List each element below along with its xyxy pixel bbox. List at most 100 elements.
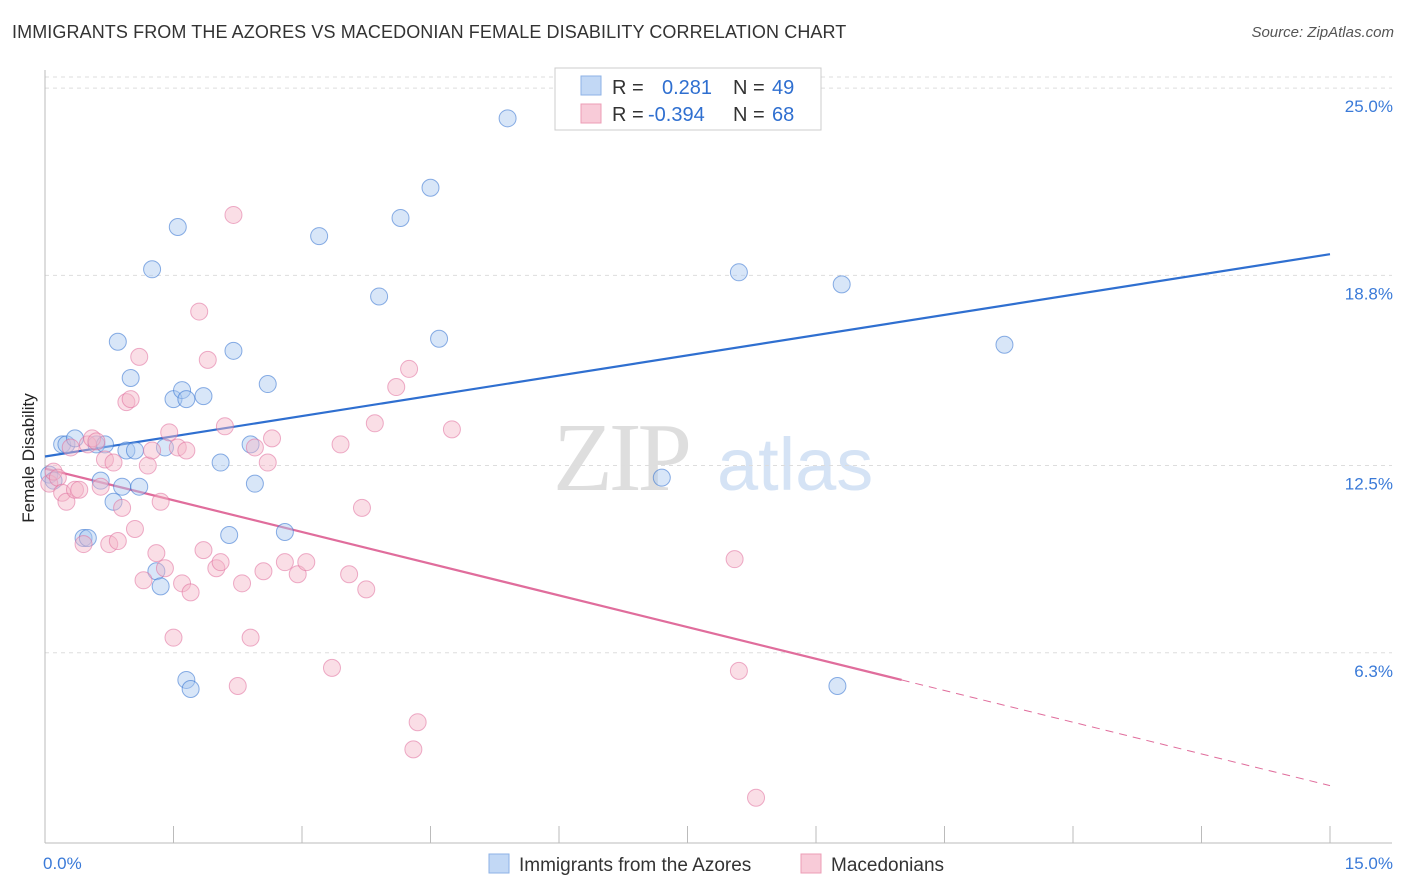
bottom-legend-swatch-azores xyxy=(488,853,510,874)
point-macedonians xyxy=(104,453,123,472)
point-macedonians xyxy=(275,553,294,572)
series-legend: Immigrants from the Azores Macedonians xyxy=(488,853,944,876)
legend-r-label-azores: R = xyxy=(612,77,644,99)
point-azores xyxy=(168,218,187,237)
point-azores xyxy=(211,453,230,472)
point-azores xyxy=(258,375,277,394)
x-tick-label-max: 15.0% xyxy=(1345,854,1393,873)
point-macedonians xyxy=(254,562,273,581)
point-macedonians xyxy=(215,417,234,436)
point-macedonians xyxy=(224,205,243,224)
point-azores xyxy=(421,178,440,197)
legend-n-label-macedonians: N = xyxy=(733,104,765,126)
point-macedonians xyxy=(357,580,376,599)
trend-line-macedonians xyxy=(44,467,902,682)
bottom-legend-label-azores: Immigrants from the Azores xyxy=(519,855,751,876)
point-macedonians xyxy=(725,550,744,569)
point-macedonians xyxy=(74,535,93,554)
point-azores xyxy=(125,441,144,460)
point-azores xyxy=(113,477,132,496)
bottom-legend-swatch-macedonians xyxy=(800,853,822,874)
point-azores xyxy=(275,522,294,541)
point-macedonians xyxy=(87,432,106,451)
point-macedonians xyxy=(130,347,149,366)
point-macedonians xyxy=(160,423,179,442)
watermark-zip: ZIP xyxy=(553,404,688,512)
legend-r-value-azores: 0.281 xyxy=(662,77,712,99)
point-macedonians xyxy=(65,480,84,499)
point-macedonians xyxy=(365,414,384,433)
trend-line-macedonians-extension xyxy=(901,679,1331,787)
data-points xyxy=(40,109,1014,807)
x-tick-labels: 0.0% 15.0% xyxy=(43,854,1393,873)
x-tick-label-min: 0.0% xyxy=(43,854,82,873)
point-macedonians xyxy=(164,628,183,647)
point-macedonians xyxy=(48,468,67,487)
point-macedonians xyxy=(245,438,264,457)
point-azores xyxy=(832,275,851,294)
trend-line-azores xyxy=(44,253,1331,458)
point-macedonians xyxy=(228,676,247,695)
point-macedonians xyxy=(340,565,359,584)
point-macedonians xyxy=(729,661,748,680)
point-macedonians xyxy=(134,571,153,590)
point-azores xyxy=(121,368,140,387)
point-macedonians xyxy=(138,456,157,475)
point-macedonians xyxy=(194,541,213,560)
point-azores xyxy=(91,471,110,490)
point-macedonians xyxy=(181,583,200,602)
point-azores xyxy=(74,529,93,548)
point-azores xyxy=(729,263,748,282)
y-tick-label: 18.8% xyxy=(1345,284,1393,303)
point-macedonians xyxy=(322,658,341,677)
legend-n-value-azores: 49 xyxy=(772,77,794,99)
point-azores xyxy=(391,208,410,227)
legend-swatch-macedonians xyxy=(580,103,602,124)
point-azores xyxy=(310,227,329,246)
point-azores xyxy=(224,341,243,360)
point-macedonians xyxy=(121,390,140,409)
stats-legend: R = 0.281 N = 49 R = -0.394 N = 68 xyxy=(554,67,822,131)
legend-swatch-azores xyxy=(580,75,602,96)
y-tick-label: 6.3% xyxy=(1354,662,1393,681)
point-macedonians xyxy=(297,553,316,572)
point-azores xyxy=(430,329,449,348)
bottom-legend-label-macedonians: Macedonians xyxy=(831,855,944,876)
point-azores xyxy=(220,526,239,545)
point-macedonians xyxy=(151,492,170,511)
point-azores xyxy=(181,680,200,699)
point-macedonians xyxy=(387,378,406,397)
point-azores xyxy=(370,287,389,306)
point-macedonians xyxy=(155,559,174,578)
y-tick-label: 25.0% xyxy=(1345,97,1393,116)
point-macedonians xyxy=(190,302,209,321)
point-macedonians xyxy=(263,429,282,448)
chart-title: IMMIGRANTS FROM THE AZORES VS MACEDONIAN… xyxy=(12,22,847,42)
point-macedonians xyxy=(70,480,89,499)
point-macedonians xyxy=(258,453,277,472)
y-tick-label: 12.5% xyxy=(1345,475,1393,494)
gridlines xyxy=(45,76,1392,654)
point-azores xyxy=(995,335,1014,354)
point-macedonians xyxy=(108,532,127,551)
point-azores xyxy=(130,477,149,496)
point-macedonians xyxy=(211,553,230,572)
point-macedonians xyxy=(91,477,110,496)
point-macedonians xyxy=(241,628,260,647)
point-macedonians xyxy=(113,498,132,517)
point-azores xyxy=(828,676,847,695)
legend-r-value-macedonians: -0.394 xyxy=(648,104,705,126)
point-macedonians xyxy=(442,420,461,439)
point-azores xyxy=(143,260,162,279)
point-azores xyxy=(194,387,213,406)
point-macedonians xyxy=(177,441,196,460)
point-macedonians xyxy=(408,713,427,732)
point-macedonians xyxy=(198,350,217,369)
point-azores xyxy=(177,390,196,409)
point-macedonians xyxy=(147,544,166,563)
point-macedonians xyxy=(143,441,162,460)
point-azores xyxy=(498,109,517,128)
point-azores xyxy=(108,332,127,351)
point-macedonians xyxy=(233,574,252,593)
